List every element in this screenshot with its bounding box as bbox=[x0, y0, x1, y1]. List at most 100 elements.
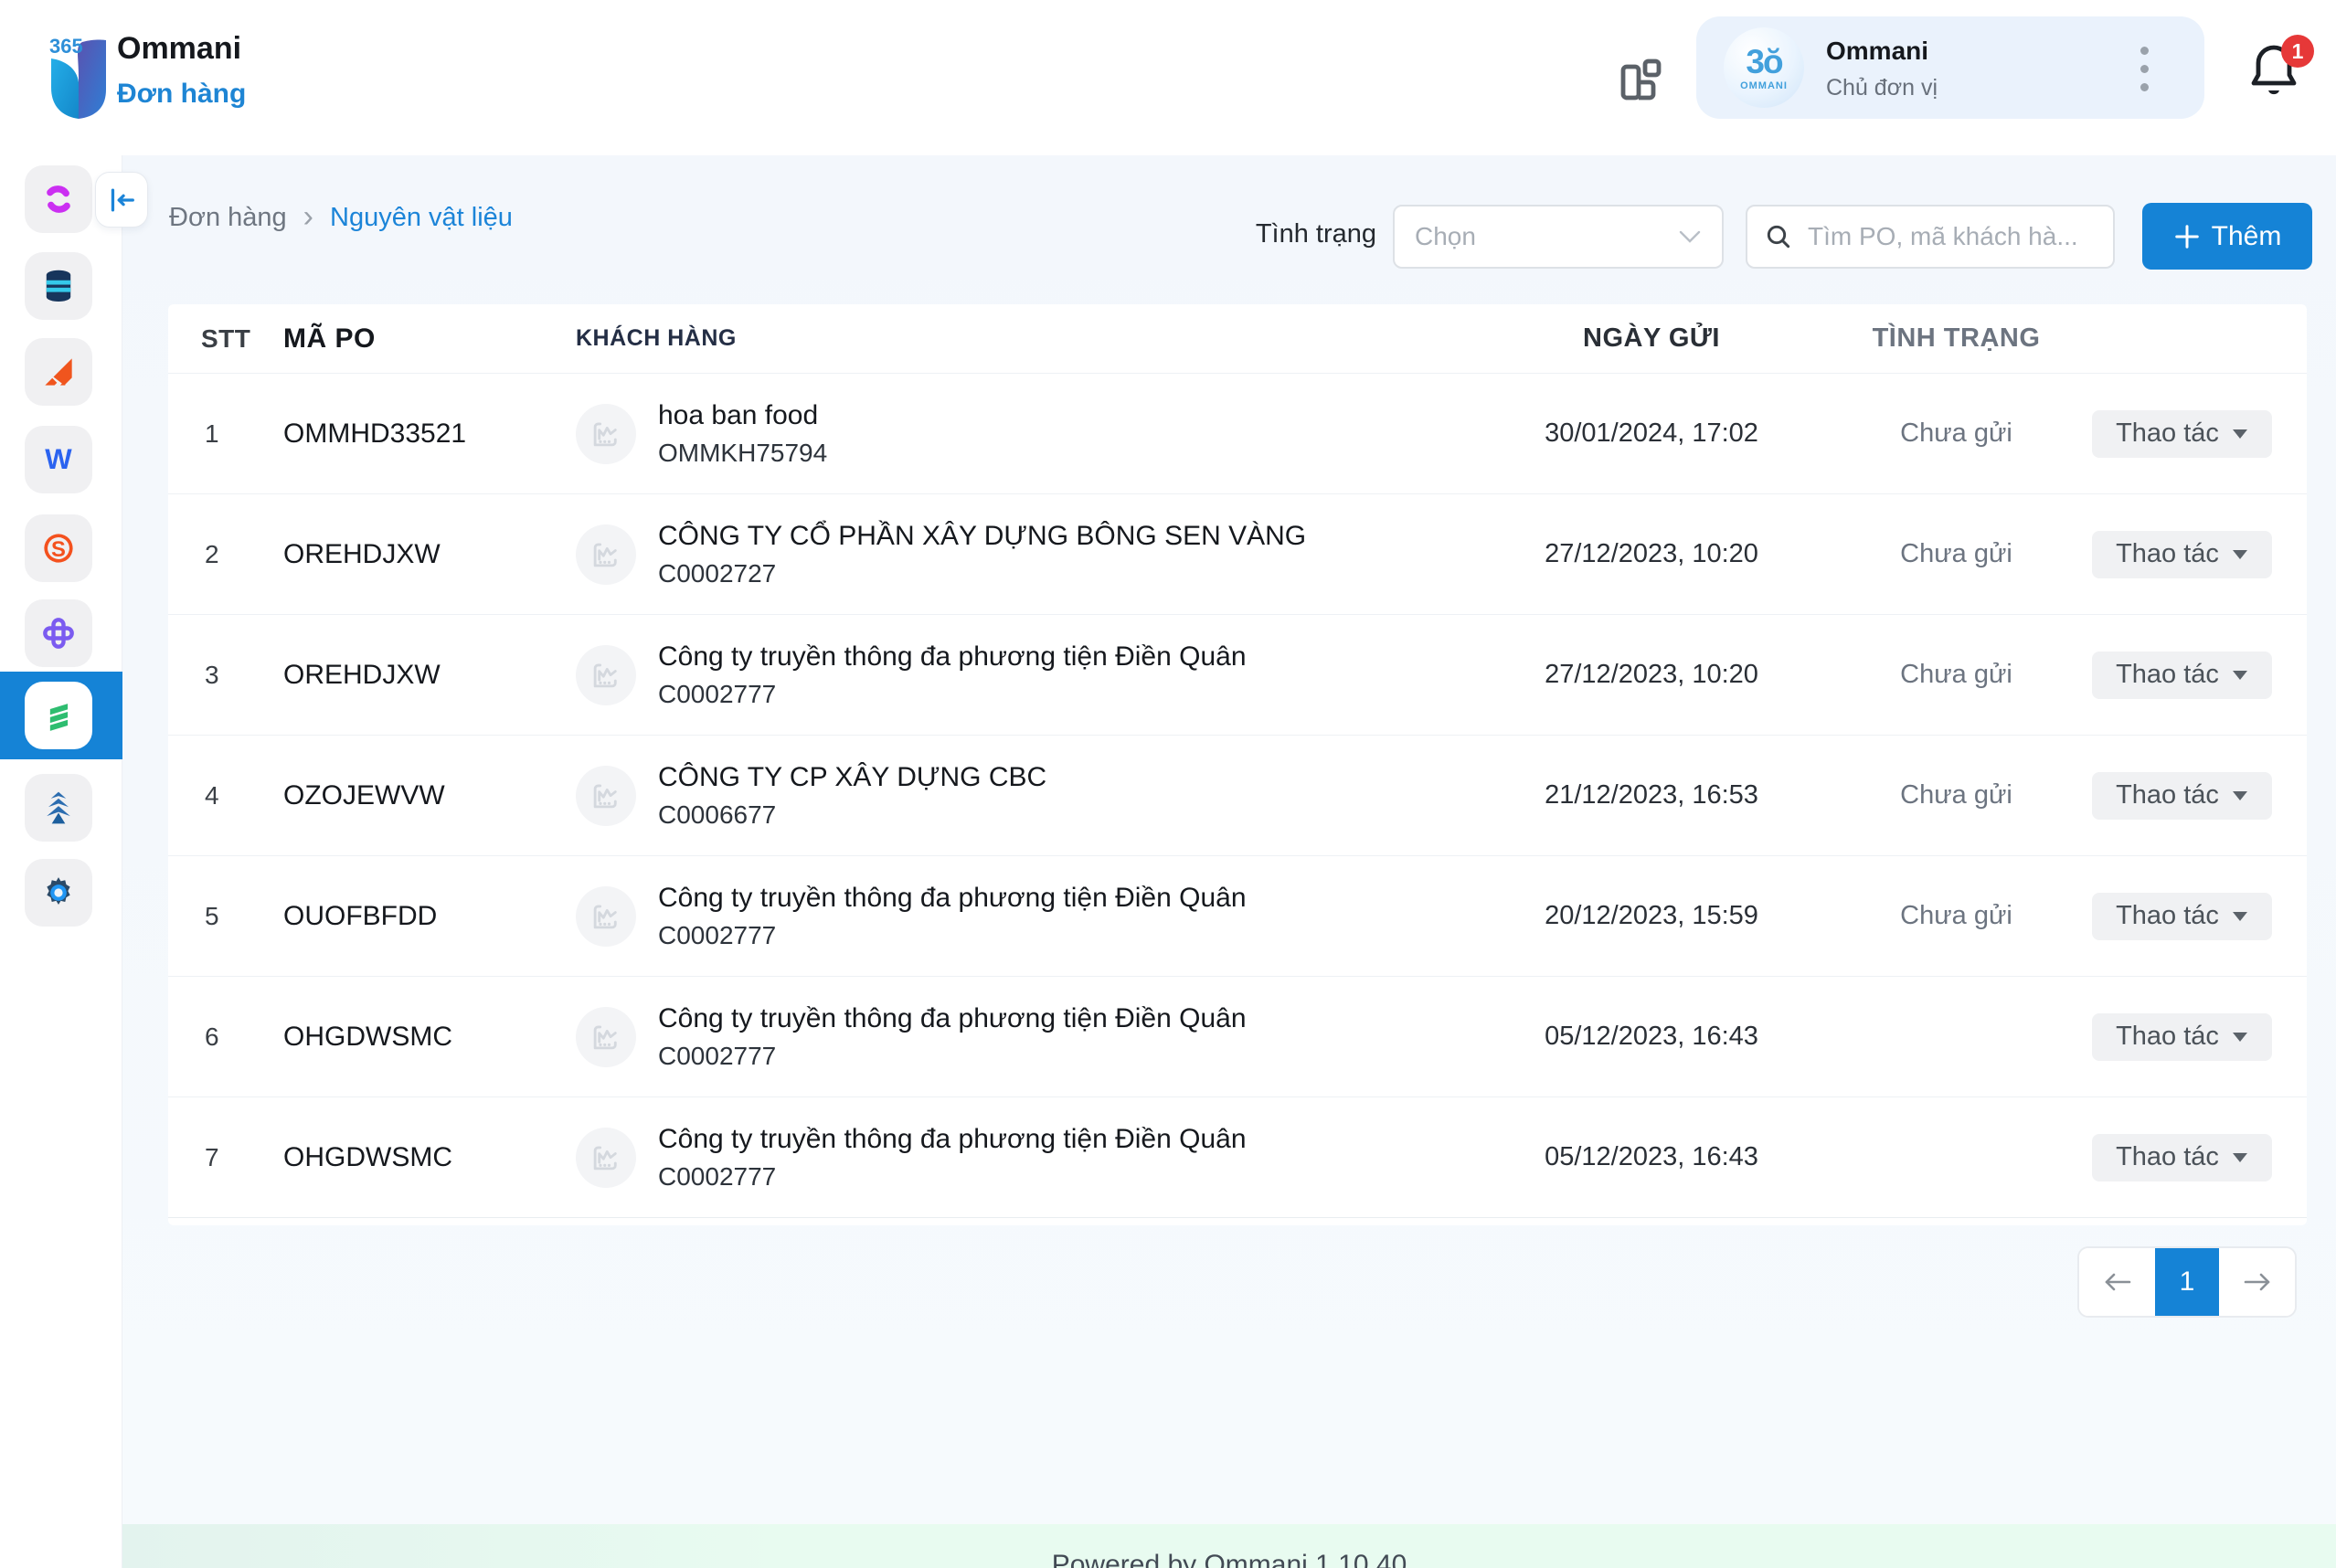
search-box[interactable] bbox=[1746, 205, 2115, 269]
customer-name: CÔNG TY CỔ PHẦN XÂY DỰNG BÔNG SEN VÀNG bbox=[658, 520, 1307, 551]
orders-table: STT MÃ PO KHÁCH HÀNG NGÀY GỬI TÌNH TRẠNG… bbox=[168, 304, 2307, 1225]
customer-name: Công ty truyền thông đa phương tiện Điền… bbox=[658, 1002, 1247, 1033]
row-actions-button[interactable]: Thao tác bbox=[2092, 1133, 2272, 1181]
sidebar-selected-band bbox=[0, 672, 122, 759]
caret-down-icon bbox=[2232, 670, 2247, 680]
row-po-code: OMMHD33521 bbox=[283, 418, 467, 449]
col-header-customer: KHÁCH HÀNG bbox=[576, 325, 737, 351]
customer-name: CÔNG TY CP XÂY DỰNG CBC bbox=[658, 761, 1047, 792]
row-actions-label: Thao tác bbox=[2116, 1022, 2219, 1051]
customer-code: C0002777 bbox=[658, 1161, 777, 1191]
customer-avatar bbox=[576, 1006, 636, 1067]
row-stt: 2 bbox=[205, 539, 219, 568]
pagination-next-button[interactable] bbox=[2219, 1248, 2295, 1316]
row-date: 05/12/2023, 16:43 bbox=[1545, 1022, 1758, 1051]
add-button[interactable]: Thêm bbox=[2142, 203, 2312, 270]
letter-w-icon: W bbox=[45, 443, 72, 475]
caret-down-icon bbox=[2232, 429, 2247, 439]
search-input[interactable] bbox=[1806, 221, 2097, 252]
customer-name: Công ty truyền thông đa phương tiện Điền… bbox=[658, 641, 1247, 672]
row-actions-button[interactable]: Thao tác bbox=[2092, 651, 2272, 699]
row-actions-label: Thao tác bbox=[2116, 780, 2219, 810]
workspace-avatar-caption: OMMANI bbox=[1740, 79, 1788, 91]
status-filter-placeholder: Chọn bbox=[1415, 222, 1476, 250]
top-bar: 365 Ommani Đơn hàng 3ŏ OMMANI Ommani Chủ… bbox=[0, 0, 2336, 155]
table-row[interactable]: 3 OREHDJXW Công ty truyền thông đa phươn… bbox=[168, 615, 2307, 736]
pagination: 1 bbox=[2077, 1246, 2297, 1318]
sidebar-app-database[interactable] bbox=[25, 252, 92, 320]
sidebar-app-pine[interactable] bbox=[25, 774, 92, 842]
table-row[interactable]: 4 OZOJEWVW CÔNG TY CP XÂY DỰNG CBC C0006… bbox=[168, 736, 2307, 856]
table-row[interactable]: 6 OHGDWSMC Công ty truyền thông đa phươn… bbox=[168, 977, 2307, 1097]
caret-down-icon bbox=[2232, 1152, 2247, 1162]
app-launcher-icon[interactable] bbox=[1614, 55, 1665, 106]
workspace-name: Ommani bbox=[1826, 37, 1929, 65]
ring-s-icon: S bbox=[44, 534, 73, 563]
table-row[interactable]: 2 OREHDJXW CÔNG TY CỔ PHẦN XÂY DỰNG BÔNG… bbox=[168, 494, 2307, 615]
caret-down-icon bbox=[2232, 911, 2247, 921]
row-date: 21/12/2023, 16:53 bbox=[1545, 780, 1758, 810]
row-actions-button[interactable]: Thao tác bbox=[2092, 771, 2272, 820]
notification-badge: 1 bbox=[2281, 35, 2314, 68]
row-status: Chưa gửi bbox=[1900, 418, 2012, 448]
customer-avatar bbox=[576, 524, 636, 585]
sidebar-collapse-button[interactable] bbox=[95, 172, 148, 228]
caret-down-icon bbox=[2232, 549, 2247, 559]
customer-code: C0002727 bbox=[658, 558, 777, 588]
factory-icon bbox=[593, 783, 617, 808]
row-po-code: OHGDWSMC bbox=[283, 1141, 452, 1172]
status-filter-select[interactable]: Chọn bbox=[1393, 205, 1724, 269]
arrow-right-icon bbox=[2244, 1273, 2269, 1291]
row-date: 27/12/2023, 10:20 bbox=[1545, 660, 1758, 689]
row-stt: 3 bbox=[205, 660, 219, 689]
sidebar-app-ring-s[interactable]: S bbox=[25, 514, 92, 582]
pine-tree-icon bbox=[47, 791, 70, 824]
factory-icon bbox=[593, 1024, 617, 1049]
customer-name: Công ty truyền thông đa phương tiện Điền… bbox=[658, 1123, 1247, 1154]
sidebar-app-w[interactable]: W bbox=[25, 426, 92, 493]
workspace-switcher[interactable]: 3ŏ OMMANI Ommani Chủ đơn vị bbox=[1696, 16, 2204, 119]
table-row[interactable]: 5 OUOFBFDD Công ty truyền thông đa phươn… bbox=[168, 856, 2307, 977]
row-stt: 1 bbox=[205, 418, 219, 448]
app-sidebar: W S bbox=[0, 155, 122, 1568]
row-po-code: OREHDJXW bbox=[283, 538, 441, 569]
app-title: Ommani bbox=[117, 31, 242, 66]
customer-avatar bbox=[576, 1127, 636, 1188]
pagination-prev-button[interactable] bbox=[2079, 1248, 2155, 1316]
caret-down-icon bbox=[2232, 1032, 2247, 1042]
breadcrumb-current[interactable]: Nguyên vật liệu bbox=[330, 203, 513, 232]
table-body: 1 OMMHD33521 hoa ban food OMMKH75794 bbox=[168, 374, 2307, 1218]
arrow-left-icon bbox=[2105, 1273, 2130, 1291]
notifications-button[interactable]: 1 bbox=[2246, 35, 2320, 113]
workspace-avatar: 3ŏ OMMANI bbox=[1724, 27, 1804, 108]
breadcrumb-root[interactable]: Đơn hàng bbox=[169, 203, 287, 232]
row-date: 30/01/2024, 17:02 bbox=[1545, 418, 1758, 448]
table-row[interactable]: 7 OHGDWSMC Công ty truyền thông đa phươn… bbox=[168, 1097, 2307, 1218]
sidebar-app-sync[interactable] bbox=[25, 165, 92, 233]
row-status: Chưa gửi bbox=[1900, 539, 2012, 568]
workspace-avatar-om-glyph: 3ŏ bbox=[1746, 42, 1783, 80]
workspace-menu-kebab-icon[interactable] bbox=[2126, 40, 2162, 97]
row-actions-label: Thao tác bbox=[2116, 660, 2219, 689]
breadcrumb: Đơn hàng › Nguyên vật liệu bbox=[169, 201, 513, 233]
row-stt: 5 bbox=[205, 901, 219, 930]
customer-name: hoa ban food bbox=[658, 399, 819, 430]
leaves-stack-icon bbox=[49, 704, 69, 731]
sidebar-app-leaves-selected[interactable] bbox=[25, 682, 92, 749]
row-actions-button[interactable]: Thao tác bbox=[2092, 1012, 2272, 1061]
row-actions-button[interactable]: Thao tác bbox=[2092, 530, 2272, 578]
row-actions-button[interactable]: Thao tác bbox=[2092, 409, 2272, 458]
status-filter-label: Tình trạng bbox=[1255, 219, 1376, 249]
sidebar-app-growth[interactable] bbox=[25, 338, 92, 406]
customer-code: C0006677 bbox=[658, 800, 777, 829]
pagination-current-page[interactable]: 1 bbox=[2155, 1248, 2219, 1316]
app-subtitle[interactable]: Đơn hàng bbox=[117, 78, 247, 109]
table-row[interactable]: 1 OMMHD33521 hoa ban food OMMKH75794 bbox=[168, 374, 2307, 494]
row-stt: 6 bbox=[205, 1022, 219, 1051]
row-po-code: OZOJEWVW bbox=[283, 779, 445, 810]
row-po-code: OUOFBFDD bbox=[283, 900, 438, 931]
sidebar-app-settings[interactable] bbox=[25, 859, 92, 927]
row-actions-button[interactable]: Thao tác bbox=[2092, 892, 2272, 940]
sidebar-app-knot[interactable] bbox=[25, 599, 92, 667]
